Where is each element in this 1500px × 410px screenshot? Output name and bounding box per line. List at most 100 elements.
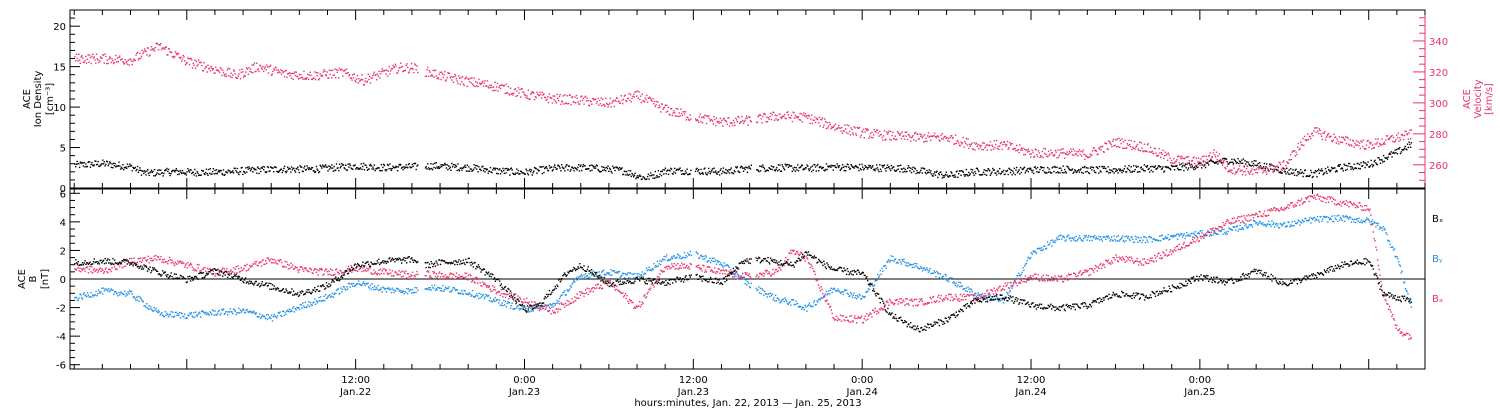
by-point [841,291,843,293]
density-point [1085,167,1088,169]
density-point [1109,171,1112,174]
velocity-point [1288,159,1290,161]
velocity-point [1165,154,1167,156]
by-point [955,282,957,284]
velocity-point [670,108,672,110]
density-point [1301,171,1303,173]
density-point [1252,162,1255,165]
velocity-point [273,68,275,70]
by-point [591,274,594,276]
by-point [636,273,638,275]
by-point [1138,239,1141,242]
density-point [843,169,845,172]
velocity-point [225,75,228,77]
density-point [1002,169,1005,172]
by-point [1241,227,1244,229]
velocity-point [487,86,489,88]
velocity-point [986,149,988,151]
by-point [508,301,510,304]
velocity-point [739,122,741,125]
velocity-point [927,132,930,134]
density-point [296,168,298,170]
density-point [761,166,763,168]
by-point [389,288,391,291]
velocity-point [342,75,344,77]
velocity-point [1361,141,1363,143]
density-point [510,167,513,169]
velocity-point [1338,143,1340,145]
density-point [883,164,886,166]
density-point [972,172,975,174]
velocity-point [175,52,177,55]
velocity-point [1132,147,1135,149]
density-point [1389,152,1391,154]
density-point [1365,162,1367,164]
velocity-point [468,78,470,81]
velocity-point [898,133,900,135]
density-point [1250,165,1252,167]
velocity-point [978,148,980,150]
density-point [767,170,769,172]
velocity-point [926,140,928,143]
by-point [1328,218,1331,221]
density-point [637,177,639,179]
velocity-point [451,79,453,81]
by-point [700,254,702,256]
density-point [609,167,611,169]
velocity-point [872,134,875,136]
density-point [978,174,981,176]
velocity-point [638,91,640,93]
density-point [902,171,904,173]
velocity-point [163,47,165,49]
velocity-point [272,70,274,72]
velocity-point [592,98,595,100]
velocity-point [820,118,822,121]
velocity-point [794,114,797,117]
by-point [1272,223,1274,226]
by-point [910,264,912,266]
velocity-point [168,48,170,50]
velocity-point [131,63,133,66]
velocity-point [1283,168,1286,170]
density-point [741,166,743,168]
by-point [1038,248,1040,250]
velocity-point [475,80,477,83]
velocity-point [961,142,964,144]
by-point [662,258,665,261]
velocity-point [444,71,446,73]
density-point [700,168,702,171]
density-point [1355,167,1358,170]
density-point [468,166,470,168]
velocity-point [871,131,873,133]
velocity-point [893,137,895,140]
velocity-point [112,60,114,62]
velocity-point [277,72,279,74]
by-point [130,290,133,293]
by-point [206,312,209,314]
velocity-point [325,74,327,76]
by-point [522,307,524,309]
velocity-point [604,105,606,108]
density-point [1016,171,1019,174]
velocity-point [261,68,263,70]
velocity-point [766,121,769,123]
by-point [1314,220,1316,222]
velocity-point [821,117,824,119]
velocity-point [1395,139,1397,141]
by-point [1268,224,1271,226]
velocity-point [456,80,458,82]
density-point [1154,165,1156,167]
by-point [1030,252,1033,254]
density-point [986,170,988,172]
density-point [925,172,927,175]
velocity-point [1284,168,1286,171]
by-point [101,287,103,289]
velocity-point [206,71,208,73]
velocity-point [111,58,113,60]
by-point [1045,248,1047,250]
by-point [223,313,226,315]
density-point [1398,148,1400,150]
velocity-point [1133,140,1136,143]
density-point [1372,164,1375,166]
